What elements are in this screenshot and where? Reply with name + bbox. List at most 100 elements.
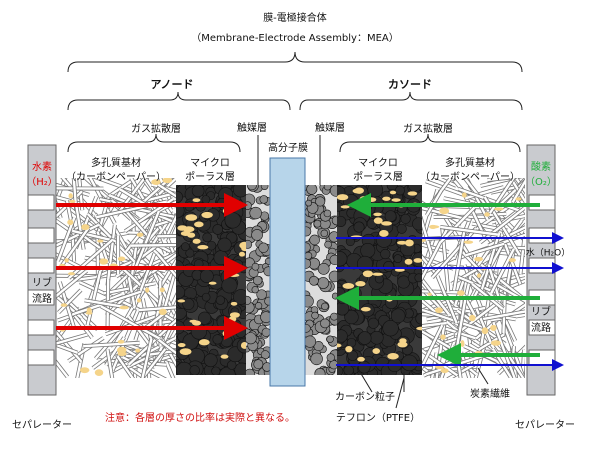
ptfe-blob [362,270,373,278]
carbon-particle [202,232,213,243]
fiber [450,259,493,285]
carbon-particle [412,217,422,231]
ptfe-blob [490,324,497,331]
carbon-particle [224,212,241,229]
carbon-particle [251,286,259,294]
carbon-particle [305,199,312,207]
carbon-particle [321,302,329,311]
carbon-particle [360,243,376,259]
fiber [490,313,525,322]
fiber [490,184,525,194]
carbon-particle [189,365,200,375]
carbon-particle [395,185,405,196]
membrane-label: 高分子膜 [268,141,308,154]
note: 注意：各層の厚さの比率は実際と異なる。 [105,411,295,424]
carbon-particle [323,185,332,191]
ptfe-blob [337,343,342,348]
carbon-particle [258,242,269,253]
ptfe-blob [399,338,407,344]
carbon-particle [367,185,384,198]
fiber [422,324,444,370]
fiber [156,253,176,278]
ptfe-blob [81,224,90,231]
ptfe-blob [60,303,68,307]
ptfe-blob [355,281,366,287]
particle-layer [176,185,246,375]
carbon-particle [256,289,267,300]
fiber [56,333,88,345]
fiber [56,269,88,298]
right-mpl-sub: ポーラス層 [353,171,403,183]
fiber [72,229,116,243]
left-separator-label: セパレーター [12,419,72,431]
ptfe-blob [382,196,391,201]
carbon-particle [369,330,384,345]
ptfe-blob [440,368,449,374]
fiber [68,239,113,280]
hydrogen-formula: （H₂） [26,176,58,188]
carbon-particle [306,185,318,195]
carbon-particle [415,313,422,325]
ptfe-blob [397,240,407,245]
ptfe-blob [360,306,371,312]
hydrogen-label: 水素 [32,160,52,173]
fiber [57,289,82,314]
carbon-particle [311,311,319,320]
carbon-particle [310,352,323,366]
left-channel [27,319,55,336]
ptfe-blob [389,190,397,195]
carbon-particle [180,242,190,252]
ptfe-blob [359,196,368,202]
fiber [84,299,125,309]
ptfe-blob [422,238,427,243]
fiber [74,203,85,250]
right-porous-substrate: 多孔質基材 [445,156,495,169]
left-channel [27,349,55,366]
ptfe-blob [228,316,237,323]
cathode-label: カソード [388,78,432,91]
fiber [123,208,149,236]
ptfe-blob [387,353,399,360]
ptfe-blob [404,258,413,265]
fiber [67,336,105,363]
ptfe-blob [158,308,167,316]
carbon-particle [380,248,391,260]
left-gdl-brace [67,133,241,153]
carbon-particle [305,335,317,348]
fiber [498,179,525,207]
carbon-particle [324,240,332,249]
fiber [130,243,176,247]
fiber [487,178,517,182]
carbon-particle [382,319,399,337]
right-channel [528,227,556,244]
ptfe-blob [373,212,382,217]
ptfe-blob [119,305,129,310]
ptfe-blob [208,281,217,285]
carbon-particle [252,275,263,286]
carbon-particle [176,285,186,299]
ptfe-blob [69,199,76,204]
fiber [459,351,471,378]
fiber [116,355,135,378]
carbon-particle [215,295,226,305]
carbon-particle [393,254,403,263]
fiber [158,259,176,290]
fiber [141,348,167,378]
right-channel [528,319,556,336]
left-channel [27,227,55,244]
left-porous-substrate-sub: （カーボンペーパー） [66,171,166,183]
carbon-particle [217,237,232,252]
carbon-particle [331,215,337,226]
ptfe-blob [391,198,401,202]
carbon-particle [262,362,270,372]
carbon-particle [384,210,397,223]
ptfe-blob [198,339,210,346]
carbon-particle [198,311,212,325]
carbon-particle [343,365,354,375]
left-mpl-sub: ポーラス層 [185,171,235,183]
ptfe-blob [228,273,240,278]
carbon-particle [309,275,319,286]
fiber [56,330,83,363]
right-porous-substrate-sub: （カーボンペーパー） [420,171,520,183]
